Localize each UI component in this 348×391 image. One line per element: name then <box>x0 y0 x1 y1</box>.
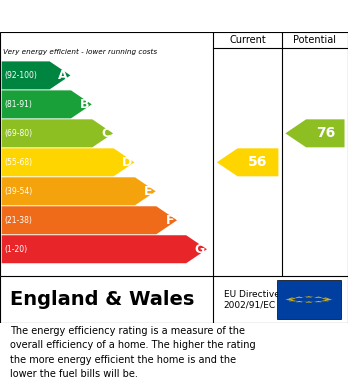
Text: (39-54): (39-54) <box>5 187 33 196</box>
Text: (69-80): (69-80) <box>5 129 33 138</box>
Text: (21-38): (21-38) <box>5 216 32 225</box>
Polygon shape <box>313 296 324 298</box>
Polygon shape <box>323 299 333 300</box>
Text: (81-91): (81-91) <box>5 100 32 109</box>
Text: (55-68): (55-68) <box>5 158 33 167</box>
Polygon shape <box>2 235 207 263</box>
Polygon shape <box>2 90 92 118</box>
Polygon shape <box>304 296 314 298</box>
Polygon shape <box>2 148 134 176</box>
Polygon shape <box>294 296 304 298</box>
Polygon shape <box>2 177 156 205</box>
Polygon shape <box>313 301 324 302</box>
Text: A: A <box>58 69 68 82</box>
Polygon shape <box>284 299 295 300</box>
Text: Current: Current <box>229 35 266 45</box>
Text: England & Wales: England & Wales <box>10 290 195 309</box>
Text: Energy Efficiency Rating: Energy Efficiency Rating <box>10 9 220 23</box>
Polygon shape <box>321 300 331 301</box>
Text: E: E <box>144 185 153 198</box>
Text: Not energy efficient - higher running costs: Not energy efficient - higher running co… <box>3 257 158 263</box>
Text: Very energy efficient - lower running costs: Very energy efficient - lower running co… <box>3 49 158 55</box>
Text: G: G <box>195 243 205 256</box>
Text: 56: 56 <box>248 155 268 169</box>
Text: The energy efficiency rating is a measure of the
overall efficiency of a home. T: The energy efficiency rating is a measur… <box>10 326 256 379</box>
Text: (1-20): (1-20) <box>5 245 27 254</box>
Text: B: B <box>80 98 89 111</box>
Polygon shape <box>217 148 278 176</box>
Text: F: F <box>166 214 174 227</box>
Polygon shape <box>2 119 113 147</box>
Text: EU Directive
2002/91/EC: EU Directive 2002/91/EC <box>224 290 280 309</box>
Text: (92-100): (92-100) <box>5 71 37 80</box>
Polygon shape <box>2 61 70 90</box>
Polygon shape <box>304 301 314 303</box>
Polygon shape <box>321 298 331 299</box>
Text: D: D <box>122 156 132 169</box>
Bar <box>277 280 341 319</box>
Polygon shape <box>287 298 297 299</box>
Polygon shape <box>294 301 304 302</box>
Text: 76: 76 <box>316 126 335 140</box>
Text: Potential: Potential <box>293 35 337 45</box>
Polygon shape <box>2 206 177 234</box>
Text: C: C <box>101 127 110 140</box>
Polygon shape <box>287 300 297 301</box>
Polygon shape <box>285 119 345 147</box>
